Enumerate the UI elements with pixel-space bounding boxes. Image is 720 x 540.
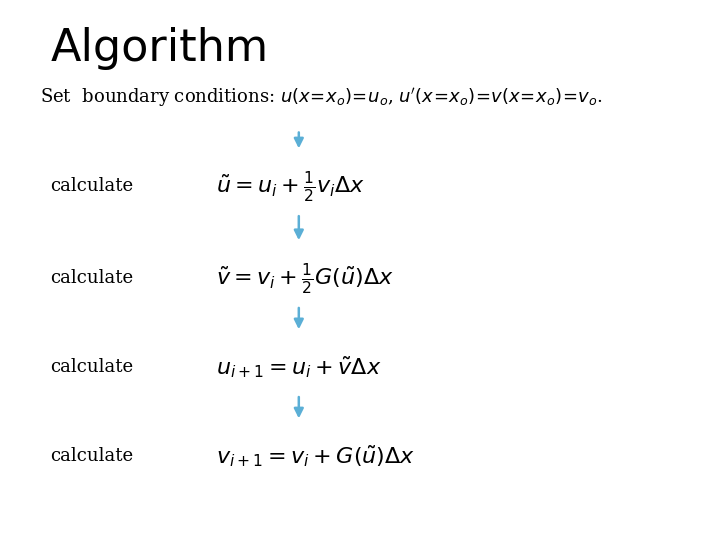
- Text: Set  boundary conditions: $u(x\!=\!x_o)\!=\!u_o$, $u'(x\!=\!x_o)\!=\!v(x\!=\!x_o: Set boundary conditions: $u(x\!=\!x_o)\!…: [40, 86, 602, 110]
- Text: $u_{i+1} = u_i + \tilde{v}\Delta x$: $u_{i+1} = u_i + \tilde{v}\Delta x$: [216, 354, 382, 380]
- Text: $\tilde{u} = u_i + \frac{1}{2}v_i\Delta x$: $\tilde{u} = u_i + \frac{1}{2}v_i\Delta …: [216, 169, 365, 204]
- Text: $\tilde{v} = v_i + \frac{1}{2}G(\tilde{u})\Delta x$: $\tilde{v} = v_i + \frac{1}{2}G(\tilde{u…: [216, 261, 394, 295]
- Text: Algorithm: Algorithm: [50, 27, 269, 70]
- Text: $v_{i+1} = v_i + G(\tilde{u})\Delta x$: $v_{i+1} = v_i + G(\tilde{u})\Delta x$: [216, 443, 415, 469]
- Text: calculate: calculate: [50, 358, 133, 376]
- Text: calculate: calculate: [50, 447, 133, 465]
- Text: calculate: calculate: [50, 177, 133, 195]
- Text: calculate: calculate: [50, 269, 133, 287]
